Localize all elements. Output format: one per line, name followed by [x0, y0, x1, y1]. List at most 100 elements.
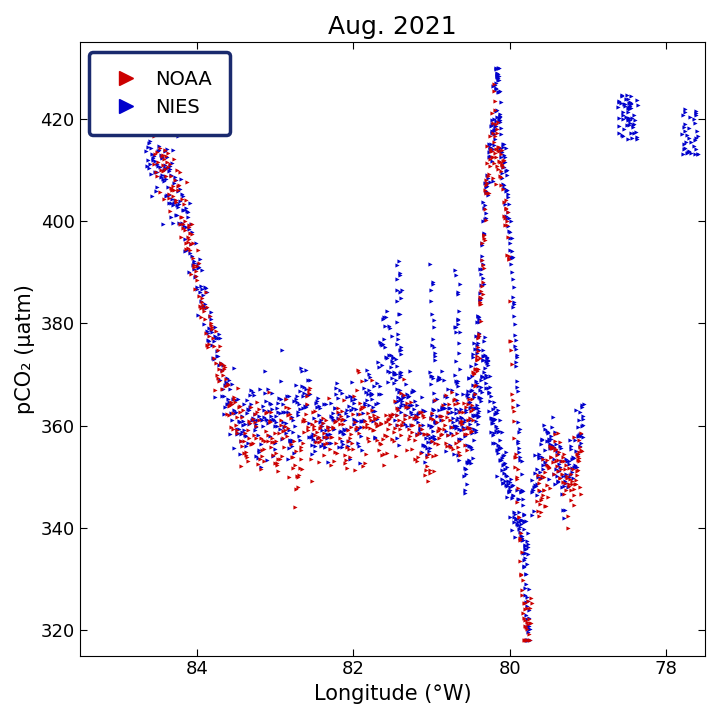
Point — [246, 439, 258, 450]
Point — [530, 479, 541, 490]
Point — [505, 344, 517, 355]
Point — [455, 403, 467, 415]
Point — [218, 408, 230, 420]
Point — [417, 419, 428, 431]
Point — [469, 380, 480, 392]
Point — [477, 350, 488, 362]
Point — [400, 410, 411, 421]
Point — [521, 634, 533, 646]
Point — [497, 142, 508, 153]
Point — [431, 449, 442, 461]
Point — [516, 530, 527, 541]
Point — [348, 443, 359, 454]
Point — [624, 111, 635, 123]
Point — [389, 367, 400, 379]
Point — [198, 319, 210, 330]
Point — [555, 443, 567, 454]
Point — [472, 331, 484, 342]
Point — [302, 375, 314, 386]
Point — [303, 418, 315, 429]
Point — [506, 493, 518, 504]
Point — [304, 389, 315, 400]
Point — [250, 433, 261, 444]
Point — [570, 475, 582, 486]
Point — [490, 118, 501, 129]
Point — [258, 411, 270, 423]
Point — [205, 319, 217, 331]
Point — [405, 411, 416, 423]
Point — [297, 463, 308, 475]
Point — [207, 332, 219, 344]
Point — [389, 395, 400, 406]
Point — [285, 436, 297, 448]
Point — [228, 391, 240, 403]
Point — [557, 488, 568, 500]
Point — [341, 391, 353, 403]
Point — [503, 232, 514, 243]
Point — [469, 411, 480, 422]
Point — [349, 464, 361, 476]
Point — [242, 438, 253, 449]
Point — [575, 430, 587, 441]
Point — [443, 407, 454, 418]
Point — [494, 109, 505, 120]
Point — [335, 425, 346, 436]
Point — [364, 435, 375, 446]
Point — [510, 471, 522, 482]
Point — [176, 193, 187, 205]
Point — [523, 613, 535, 624]
Point — [690, 107, 701, 119]
Point — [431, 411, 443, 422]
Point — [225, 421, 237, 433]
Point — [575, 437, 587, 449]
Point — [333, 412, 344, 423]
Point — [390, 451, 402, 462]
Point — [519, 540, 531, 551]
Point — [428, 314, 440, 326]
Point — [439, 390, 451, 401]
Point — [244, 389, 256, 400]
Point — [233, 383, 244, 394]
Point — [168, 185, 179, 196]
Point — [430, 418, 441, 429]
Point — [462, 388, 474, 400]
Point — [502, 188, 513, 200]
Point — [140, 146, 152, 157]
Point — [170, 175, 181, 186]
Point — [395, 407, 407, 418]
Point — [533, 485, 544, 496]
Point — [302, 421, 314, 432]
Point — [330, 416, 342, 427]
Point — [482, 405, 494, 416]
Point — [178, 203, 189, 215]
Point — [296, 380, 307, 392]
Point — [380, 311, 392, 323]
Point — [490, 105, 502, 116]
Point — [289, 501, 301, 513]
Point — [286, 411, 297, 422]
Point — [282, 406, 294, 417]
Point — [354, 422, 365, 434]
Point — [513, 463, 524, 475]
Point — [225, 407, 237, 418]
Point — [278, 441, 289, 453]
Point — [477, 258, 489, 270]
Point — [206, 321, 217, 333]
Point — [328, 456, 340, 467]
Point — [508, 394, 519, 406]
Point — [207, 326, 218, 338]
Point — [288, 435, 300, 446]
Point — [472, 343, 483, 354]
Point — [263, 436, 274, 447]
Point — [369, 413, 381, 425]
Point — [388, 426, 400, 437]
Point — [268, 413, 279, 425]
Point — [510, 531, 521, 542]
Point — [330, 382, 342, 393]
Point — [487, 143, 499, 155]
Point — [250, 421, 261, 433]
Point — [496, 159, 508, 170]
Point — [495, 454, 506, 466]
Point — [354, 408, 366, 420]
Point — [301, 390, 312, 401]
